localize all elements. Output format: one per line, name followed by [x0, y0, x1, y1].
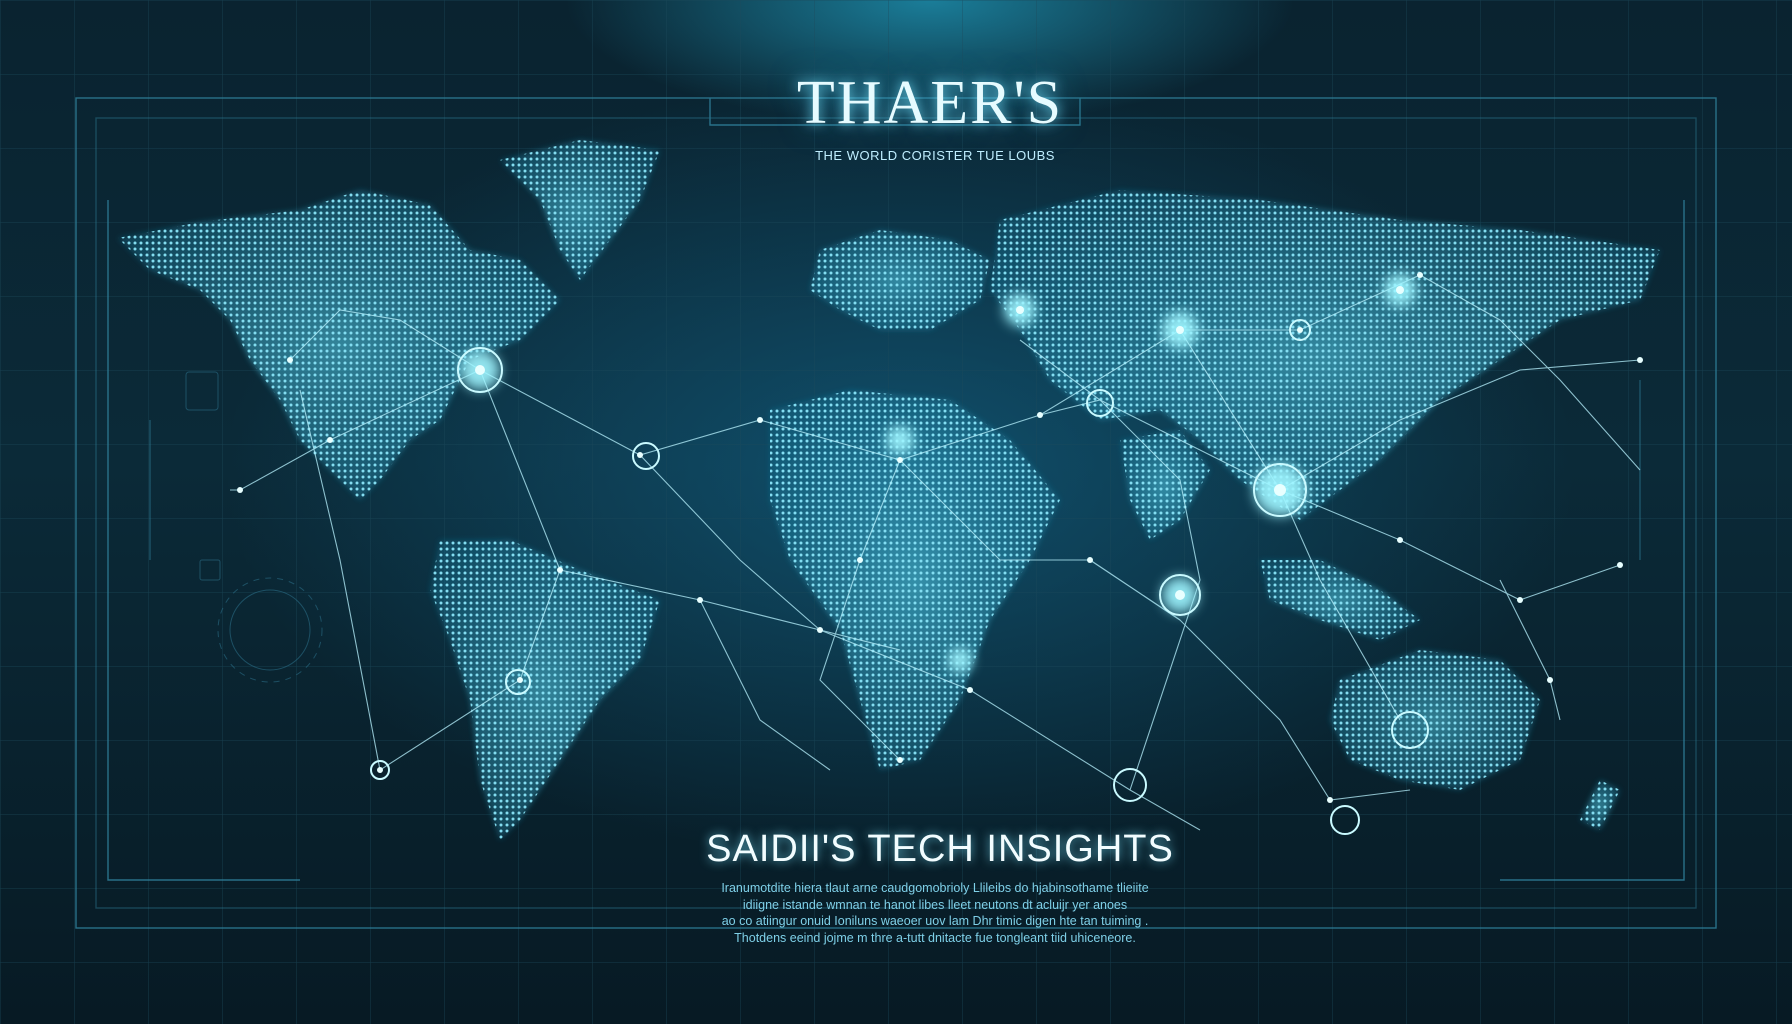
map-marker-icon	[1159, 574, 1201, 616]
map-marker-icon	[505, 669, 531, 695]
map-marker-icon	[457, 347, 503, 393]
map-marker-icon	[632, 442, 660, 470]
map-marker-icon	[1113, 768, 1147, 802]
network-nodes	[237, 272, 1643, 835]
map-marker-icon	[1253, 463, 1307, 517]
continents	[118, 140, 1660, 840]
paragraph-line: idiigne istande wmnan te hanot libes lle…	[742, 897, 1128, 912]
map-marker-icon	[1330, 805, 1360, 835]
map-marker-icon	[1289, 319, 1311, 341]
map-marker-icon	[1086, 389, 1114, 417]
map-marker-icon	[1391, 711, 1429, 749]
paragraph-line: ao co atiingur onuid Ioniluns waeoer uov…	[721, 914, 1149, 928]
map-marker-icon	[370, 760, 390, 780]
paragraph-line: Iranumotdite hiera tlaut arne caudgomobr…	[721, 881, 1149, 895]
insights-paragraph: Iranumotdite hiera tlaut arne caudgomobr…	[715, 880, 1155, 946]
insights-heading: SAIDII'S TECH INSIGHTS	[706, 828, 1174, 870]
poster-title: THAER'S	[796, 69, 1064, 137]
poster-subtitle: THE WORLD CORISTER TUE LOUBS	[815, 148, 1055, 163]
paragraph-line: Thotdens eeind jojme m thre a-tutt dnita…	[734, 930, 1136, 945]
